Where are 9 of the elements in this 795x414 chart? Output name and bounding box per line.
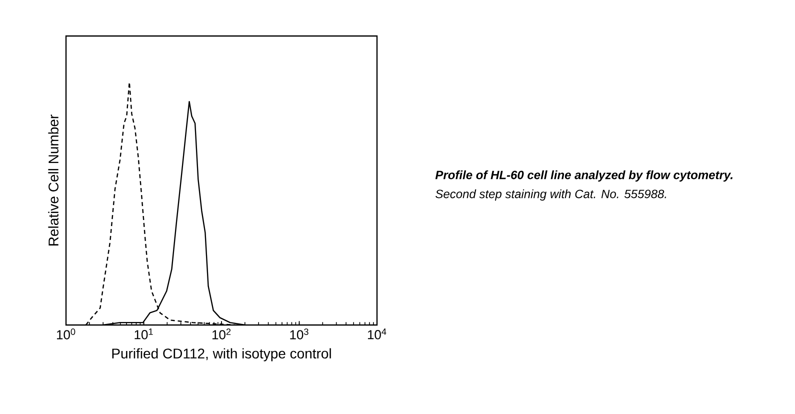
x-tick-label: 10$^{3}$ <box>290 328 308 340</box>
text: Second step staining with Cat. No. 555988. <box>436 189 666 201</box>
y-axis-title: Relative Cell Number <box>48 114 58 246</box>
x-tick-label: 10$^{1}$ <box>134 328 153 340</box>
x-axis-title: Purified CD112, with isotype control <box>112 348 331 362</box>
x-tick-label: 10$^{2}$ <box>212 328 231 340</box>
x-tick-label: 10$^{0}$ <box>56 328 76 340</box>
x-tick-label: 10$^{4}$ <box>368 328 386 340</box>
text: Profile of HL-60 cell line analyzed by flow cytometry. <box>435 170 732 182</box>
